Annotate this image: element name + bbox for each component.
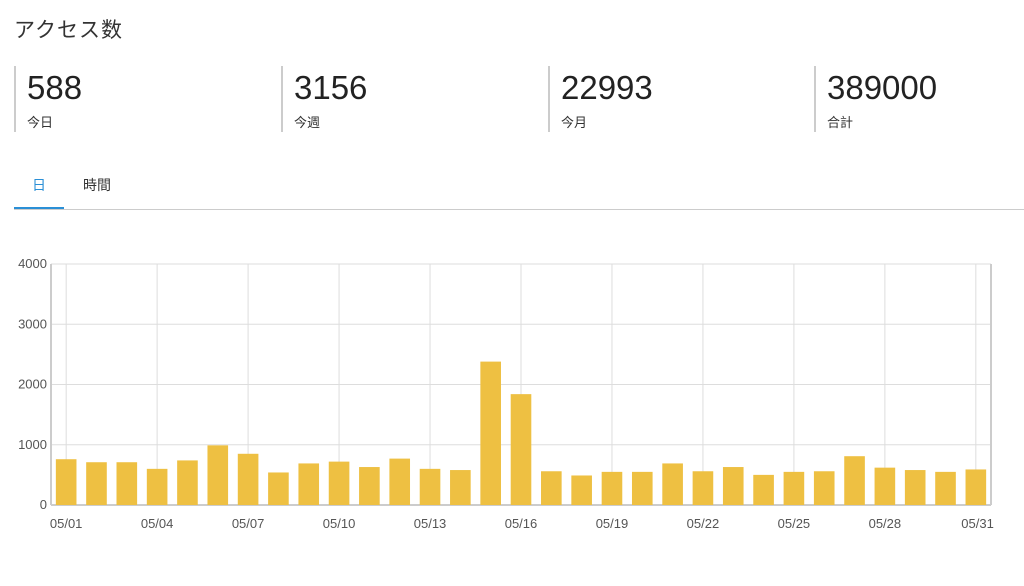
y-tick-label: 4000 [18, 256, 47, 271]
stat-month: 22993 今月 [548, 66, 788, 132]
bar-05-17 [541, 471, 562, 505]
y-tick-label: 0 [40, 497, 47, 512]
bar-05-08 [268, 472, 289, 505]
bar-05-28 [874, 467, 896, 505]
bar-05-29 [904, 470, 926, 505]
bar-05-07 [237, 453, 259, 505]
bar-05-15 [480, 361, 501, 505]
bar-05-25 [783, 471, 805, 505]
x-tick-label: 05/16 [505, 516, 538, 531]
bar-05-23 [722, 467, 744, 505]
bar-05-09 [298, 463, 320, 505]
stat-today: 588 今日 [14, 66, 254, 132]
y-tick-label: 3000 [18, 316, 47, 331]
stat-total-label: 合計 [827, 116, 854, 131]
tab-day[interactable]: 日 [14, 168, 64, 210]
x-tick-label: 05/31 [961, 516, 994, 531]
bar-05-10 [328, 461, 350, 505]
bar-05-13 [419, 468, 441, 505]
bar-05-26 [813, 471, 835, 505]
stats-row: 588 今日 3156 今週 22993 今月 389000 合計 [14, 66, 1024, 132]
bar-05-24 [753, 474, 774, 505]
bar-05-18 [571, 475, 592, 505]
stat-today-value: 588 [27, 69, 83, 106]
x-tick-label: 05/19 [596, 516, 629, 531]
tab-hour[interactable]: 時間 [83, 178, 111, 194]
x-tick-label: 05/13 [414, 516, 447, 531]
y-tick-label: 1000 [18, 437, 47, 452]
bar-05-01 [55, 459, 77, 505]
stat-week: 3156 今週 [281, 66, 521, 132]
bar-05-05 [177, 460, 198, 505]
bar-05-20 [631, 471, 653, 505]
x-tick-label: 05/07 [232, 516, 265, 531]
x-tick-label: 05/28 [869, 516, 902, 531]
x-tick-label: 05/25 [778, 516, 811, 531]
x-tick-label: 05/10 [323, 516, 356, 531]
stat-month-label: 今月 [561, 116, 588, 131]
bar-05-14 [450, 470, 471, 505]
bar-05-03 [116, 462, 138, 505]
bar-05-21 [662, 463, 683, 505]
bar-05-31 [965, 469, 987, 505]
stat-month-value: 22993 [561, 69, 653, 106]
page-title: アクセス数 [14, 18, 123, 42]
stat-total: 389000 合計 [814, 66, 1024, 132]
bar-05-06 [207, 445, 229, 505]
bar-05-22 [692, 471, 714, 505]
bar-05-12 [389, 458, 411, 505]
x-tick-label: 05/01 [50, 516, 83, 531]
x-tick-label: 05/04 [141, 516, 174, 531]
access-bar-chart: 0 1000 2000 3000 4000 05/01 05/04 05/07 05/10 05/… [18, 256, 994, 531]
tab-divider [14, 209, 1024, 210]
x-tick-label: 05/22 [687, 516, 720, 531]
stat-today-label: 今日 [27, 116, 54, 131]
tab-bar: 日 時間 [0, 168, 1024, 210]
bar-05-02 [86, 462, 107, 505]
stat-week-label: 今週 [294, 116, 321, 131]
stat-total-value: 389000 [827, 69, 938, 106]
bar-05-27 [844, 456, 865, 505]
bar-05-16 [510, 394, 532, 505]
bar-05-19 [601, 471, 623, 505]
bar-05-30 [935, 471, 956, 505]
bar-05-11 [359, 467, 380, 505]
y-tick-label: 2000 [18, 377, 47, 392]
bar-05-04 [146, 468, 168, 505]
stat-week-value: 3156 [294, 69, 368, 106]
